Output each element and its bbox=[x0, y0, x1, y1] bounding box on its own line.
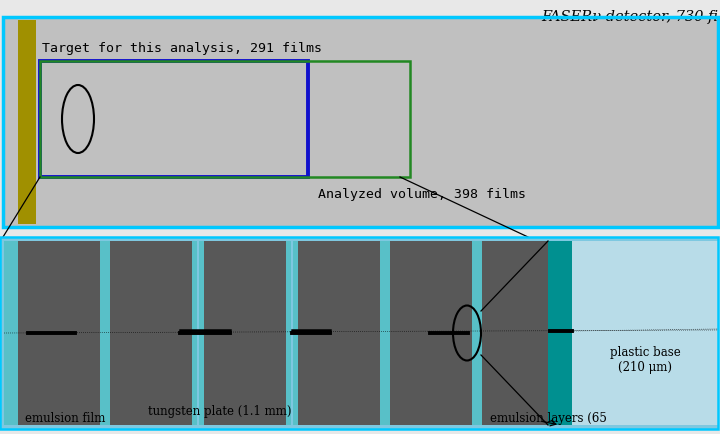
Bar bbox=[298, 241, 380, 425]
Bar bbox=[286, 241, 291, 425]
Bar bbox=[548, 241, 572, 425]
Bar bbox=[482, 241, 558, 425]
Bar bbox=[572, 241, 718, 425]
Bar bbox=[390, 241, 472, 425]
Bar bbox=[293, 241, 298, 425]
Text: plastic base
(210 μm): plastic base (210 μm) bbox=[610, 345, 680, 373]
Bar bbox=[40, 62, 410, 178]
Bar bbox=[3, 18, 718, 227]
Bar bbox=[18, 21, 36, 224]
Text: Target for this analysis, 291 films: Target for this analysis, 291 films bbox=[42, 42, 322, 55]
Bar bbox=[0, 237, 718, 429]
Bar bbox=[110, 241, 192, 425]
Bar bbox=[380, 241, 390, 425]
Bar bbox=[558, 241, 568, 425]
Bar bbox=[40, 62, 308, 178]
Text: tungsten plate (1.1 mm): tungsten plate (1.1 mm) bbox=[148, 404, 292, 417]
Bar bbox=[199, 241, 204, 425]
Bar bbox=[3, 18, 718, 227]
Bar bbox=[0, 237, 718, 429]
Bar bbox=[568, 241, 578, 425]
Bar bbox=[472, 241, 482, 425]
Text: Analyzed volume, 398 films: Analyzed volume, 398 films bbox=[318, 187, 526, 201]
Bar bbox=[4, 241, 18, 425]
Text: FASERν detector, 730 fi: FASERν detector, 730 fi bbox=[541, 10, 718, 24]
Bar bbox=[204, 241, 286, 425]
Bar bbox=[192, 241, 197, 425]
Bar bbox=[100, 241, 110, 425]
Text: emulsion layers (65: emulsion layers (65 bbox=[490, 411, 607, 424]
Text: emulsion film: emulsion film bbox=[25, 411, 105, 424]
Bar bbox=[18, 241, 100, 425]
